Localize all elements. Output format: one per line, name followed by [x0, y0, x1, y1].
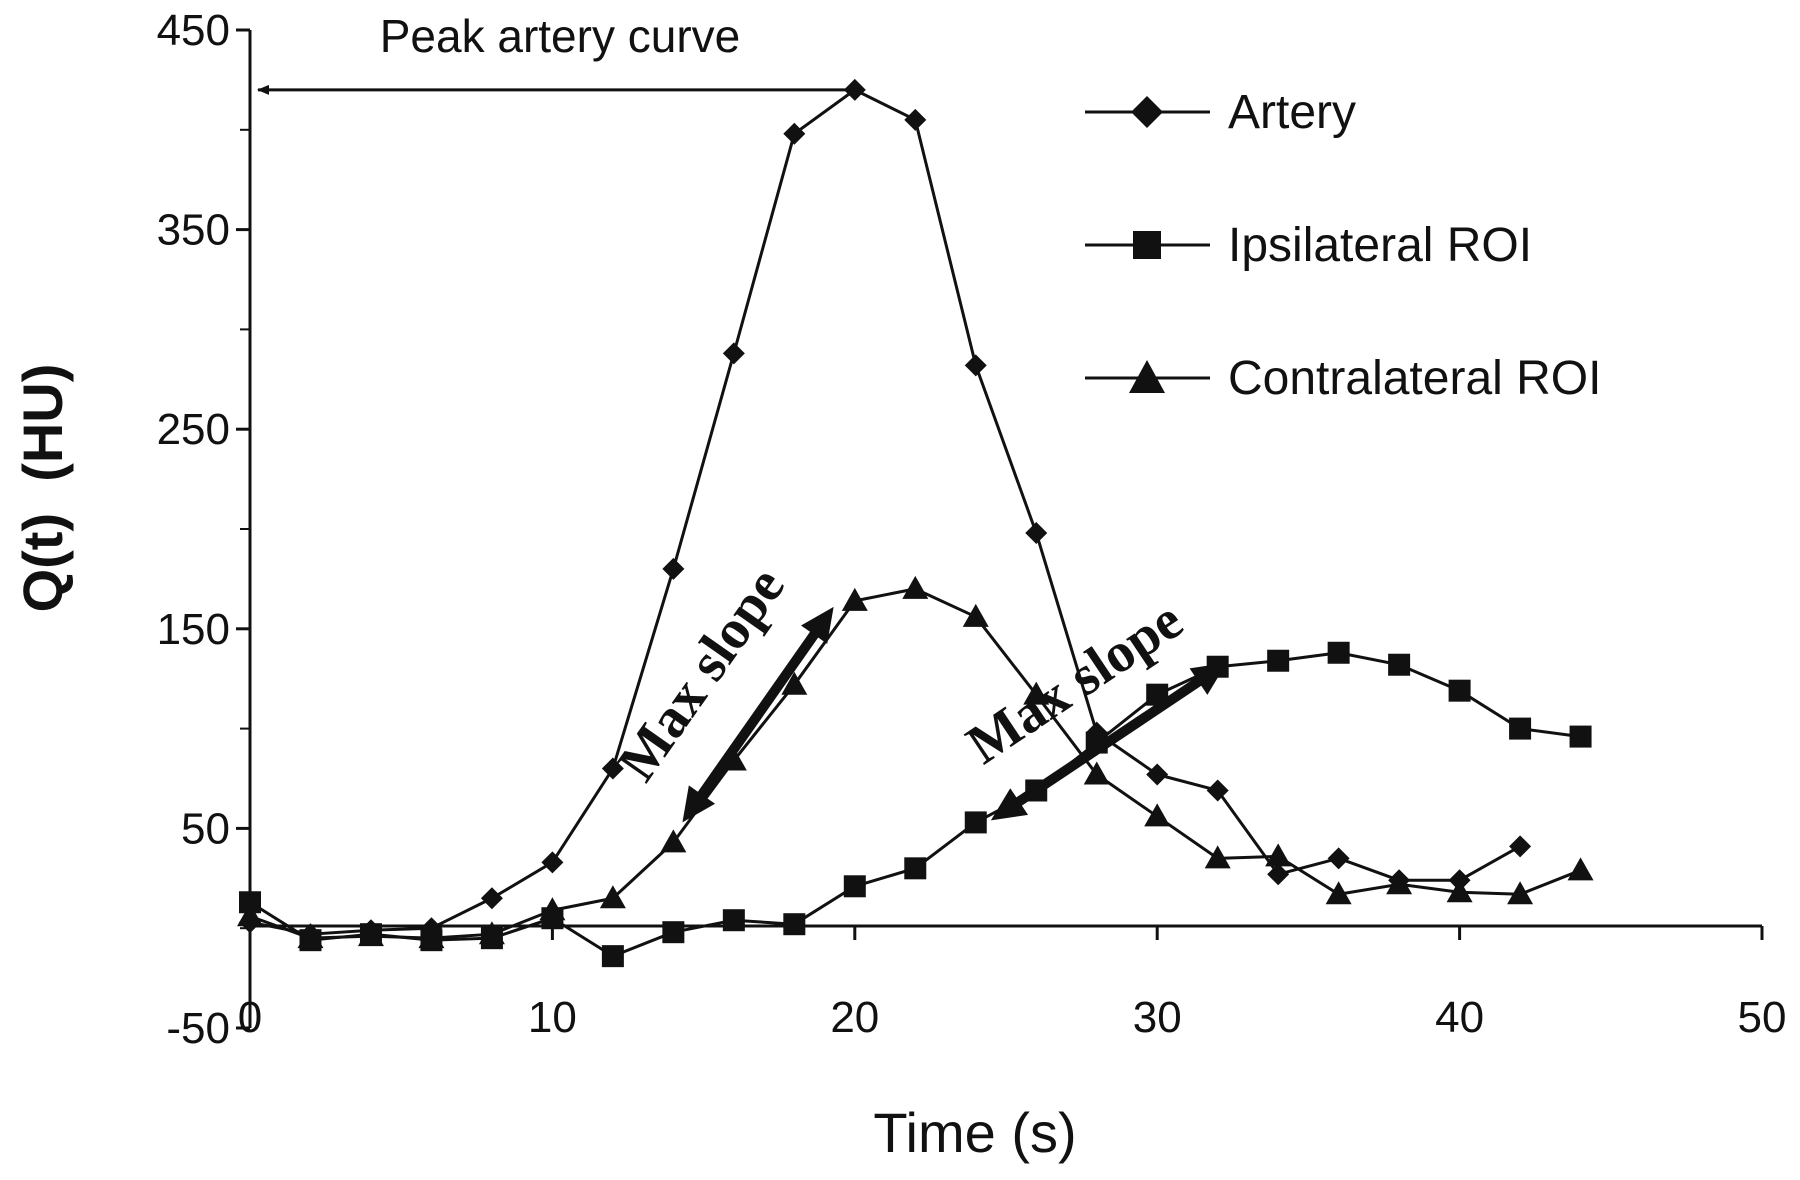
data-point-ipsilateral-roi [964, 811, 987, 834]
data-point-artery [964, 354, 987, 377]
data-point-ipsilateral-roi [601, 945, 624, 968]
y-tick-label: -50 [166, 1004, 230, 1053]
y-tick-label: 250 [157, 405, 230, 454]
legend-marker-square [1133, 231, 1161, 259]
x-axis-label: Time (s) [873, 1101, 1076, 1164]
data-point-contralateral-roi [297, 925, 324, 949]
series-layer [237, 78, 1594, 968]
max-slope-label-2: Max slope [956, 589, 1193, 776]
data-point-contralateral-roi [902, 575, 929, 599]
x-tick-label: 40 [1435, 993, 1484, 1042]
data-point-contralateral-roi [1144, 803, 1171, 827]
plot-area: -50 50 150 250 350 450 0 10 20 30 40 50 Peak arter… [157, 6, 1787, 1053]
data-point-ipsilateral-roi [1327, 641, 1350, 664]
x-tick-label: 0 [238, 993, 262, 1042]
peak-artery-label: Peak artery curve [380, 10, 740, 62]
series-line-ipsilateral-roi [249, 651, 1581, 958]
series-line-contralateral-roi [249, 587, 1582, 940]
data-point-contralateral-roi [1386, 871, 1413, 895]
max-slope-label-1: Max slope [606, 557, 797, 793]
data-point-ipsilateral-roi [662, 921, 685, 944]
legend-item-ipsilateral: Ipsilateral ROI [1085, 219, 1532, 272]
legend-item-artery: Artery [1085, 86, 1356, 139]
legend-label-ipsilateral: Ipsilateral ROI [1228, 219, 1532, 272]
data-point-contralateral-roi [599, 885, 626, 909]
legend-label-contralateral: Contralateral ROI [1228, 352, 1601, 405]
data-point-contralateral-roi [539, 897, 566, 921]
data-point-artery [783, 122, 806, 145]
data-point-artery [1267, 863, 1290, 886]
data-point-ipsilateral-roi [722, 909, 745, 932]
data-point-contralateral-roi [357, 923, 384, 947]
data-point-contralateral-roi [660, 829, 687, 853]
data-point-artery [1509, 835, 1532, 858]
data-point-contralateral-roi [1023, 681, 1050, 705]
data-point-ipsilateral-roi [904, 857, 927, 880]
legend-label-artery: Artery [1228, 86, 1356, 139]
data-point-ipsilateral-roi [1448, 679, 1471, 702]
max-slope-arrow-1 [682, 606, 834, 823]
x-tick-label: 10 [528, 993, 577, 1042]
y-ticks: -50 50 150 250 350 450 [157, 6, 250, 1053]
x-tick-label: 50 [1738, 993, 1787, 1042]
data-point-ipsilateral-roi [783, 913, 806, 936]
data-point-contralateral-roi [781, 671, 808, 695]
data-point-artery [541, 851, 564, 874]
data-point-artery [662, 557, 685, 580]
data-point-artery [601, 757, 624, 780]
data-point-contralateral-roi [478, 921, 505, 945]
y-tick-label: 350 [157, 206, 230, 255]
data-point-ipsilateral-roi [1388, 653, 1411, 676]
y-tick-label: 450 [157, 6, 230, 55]
data-point-artery [1146, 763, 1169, 786]
data-point-contralateral-roi [962, 603, 989, 627]
data-point-contralateral-roi [1446, 879, 1473, 903]
annotation-layer: Peak artery curve Max slope Max slope [257, 10, 1227, 823]
data-point-artery [722, 342, 745, 365]
data-point-contralateral-roi [1265, 843, 1292, 867]
data-point-artery [1206, 779, 1229, 802]
data-point-ipsilateral-roi [843, 875, 866, 898]
data-point-contralateral-roi [418, 925, 445, 949]
data-point-ipsilateral-roi [239, 891, 261, 914]
data-point-contralateral-roi [1507, 881, 1534, 905]
data-point-ipsilateral-roi [1267, 649, 1290, 672]
data-point-contralateral-roi [1083, 761, 1110, 785]
legend: Artery Ipsilateral ROI Contralateral ROI [1085, 86, 1601, 405]
x-tick-label: 20 [830, 993, 879, 1042]
x-ticks: 0 10 20 30 40 50 [238, 926, 1787, 1042]
legend-marker-diamond [1131, 96, 1163, 128]
data-point-artery [904, 108, 927, 131]
max-slope-arrow-2 [990, 662, 1227, 821]
y-tick-label: 50 [181, 804, 230, 853]
data-point-contralateral-roi [1325, 881, 1352, 905]
data-point-artery [1327, 847, 1350, 870]
x-tick-label: 30 [1133, 993, 1182, 1042]
data-point-ipsilateral-roi [1569, 725, 1592, 748]
data-point-contralateral-roi [1567, 857, 1594, 881]
data-point-contralateral-roi [841, 587, 868, 611]
y-tick-label: 150 [157, 605, 230, 654]
data-point-contralateral-roi [237, 903, 263, 927]
series-line-artery [249, 88, 1521, 936]
y-axis-label: Q(t) (HU) [11, 364, 74, 613]
data-point-artery [1025, 521, 1048, 544]
data-point-artery [480, 887, 503, 910]
data-point-ipsilateral-roi [1509, 717, 1532, 740]
data-point-contralateral-roi [1204, 845, 1231, 869]
legend-marker-triangle [1129, 360, 1165, 393]
legend-item-contralateral: Contralateral ROI [1085, 352, 1601, 405]
